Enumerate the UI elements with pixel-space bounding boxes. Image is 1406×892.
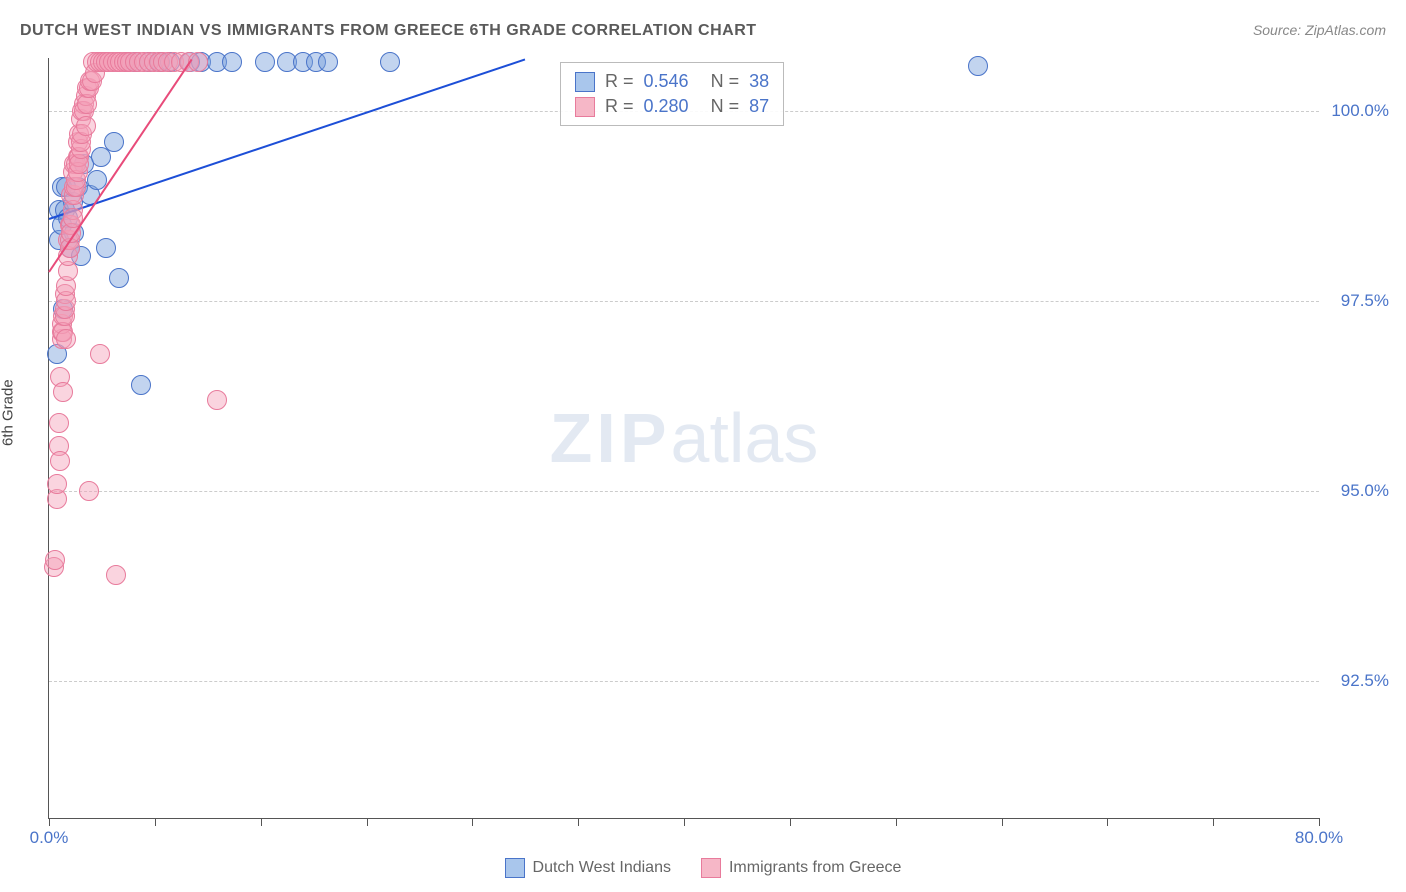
data-point <box>106 565 126 585</box>
data-point <box>131 375 151 395</box>
legend-n-label: N = <box>711 96 740 117</box>
y-tick-label: 95.0% <box>1329 481 1389 501</box>
y-tick-label: 100.0% <box>1329 101 1389 121</box>
data-point <box>49 413 69 433</box>
legend-n-value: 38 <box>749 71 769 92</box>
legend-r-label: R = <box>605 96 634 117</box>
data-point <box>90 344 110 364</box>
legend-swatch <box>575 72 595 92</box>
x-tick-mark <box>49 818 50 826</box>
x-tick-mark <box>684 818 685 826</box>
data-point <box>76 116 96 136</box>
correlation-legend: R = 0.546 N = 38 R = 0.280 N = 87 <box>560 62 784 126</box>
data-point <box>968 56 988 76</box>
y-axis-label: 6th Grade <box>0 379 17 446</box>
x-tick-mark <box>1319 818 1320 826</box>
x-tick-mark <box>790 818 791 826</box>
data-point <box>380 52 400 72</box>
chart-title: DUTCH WEST INDIAN VS IMMIGRANTS FROM GRE… <box>20 22 757 40</box>
series-legend: Dutch West Indians Immigrants from Greece <box>0 858 1406 878</box>
legend-item: Dutch West Indians <box>505 858 671 878</box>
y-tick-label: 97.5% <box>1329 291 1389 311</box>
watermark: ZIPatlas <box>550 398 819 478</box>
data-point <box>109 268 129 288</box>
x-tick-label: 0.0% <box>30 828 69 848</box>
legend-swatch <box>505 858 525 878</box>
data-point <box>79 481 99 501</box>
gridline <box>49 491 1319 492</box>
data-point <box>104 132 124 152</box>
data-point <box>207 390 227 410</box>
x-tick-mark <box>472 818 473 826</box>
source-label: Source: ZipAtlas.com <box>1253 22 1386 38</box>
legend-r-value: 0.546 <box>644 71 689 92</box>
gridline <box>49 301 1319 302</box>
legend-item: Immigrants from Greece <box>701 858 901 878</box>
x-tick-mark <box>261 818 262 826</box>
data-point <box>255 52 275 72</box>
plot-area: ZIPatlas 100.0%97.5%95.0%92.5%0.0%80.0% <box>48 58 1319 819</box>
x-tick-mark <box>1002 818 1003 826</box>
data-point <box>96 238 116 258</box>
legend-label: Dutch West Indians <box>533 859 671 877</box>
legend-row: R = 0.546 N = 38 <box>575 69 769 94</box>
data-point <box>222 52 242 72</box>
data-point <box>318 52 338 72</box>
x-tick-mark <box>367 818 368 826</box>
legend-n-label: N = <box>711 71 740 92</box>
x-tick-mark <box>155 818 156 826</box>
y-tick-label: 92.5% <box>1329 671 1389 691</box>
gridline <box>49 681 1319 682</box>
legend-n-value: 87 <box>749 96 769 117</box>
legend-r-value: 0.280 <box>644 96 689 117</box>
data-point <box>50 451 70 471</box>
x-tick-mark <box>1107 818 1108 826</box>
x-tick-mark <box>578 818 579 826</box>
legend-swatch <box>701 858 721 878</box>
x-tick-label: 80.0% <box>1295 828 1343 848</box>
watermark-atlas: atlas <box>671 399 819 477</box>
data-point <box>47 474 67 494</box>
legend-r-label: R = <box>605 71 634 92</box>
data-point <box>45 550 65 570</box>
legend-swatch <box>575 97 595 117</box>
watermark-zip: ZIP <box>550 399 671 477</box>
data-point <box>53 382 73 402</box>
x-tick-mark <box>1213 818 1214 826</box>
data-point <box>56 329 76 349</box>
legend-row: R = 0.280 N = 87 <box>575 94 769 119</box>
chart-container: DUTCH WEST INDIAN VS IMMIGRANTS FROM GRE… <box>0 0 1406 892</box>
x-tick-mark <box>896 818 897 826</box>
legend-label: Immigrants from Greece <box>729 859 901 877</box>
